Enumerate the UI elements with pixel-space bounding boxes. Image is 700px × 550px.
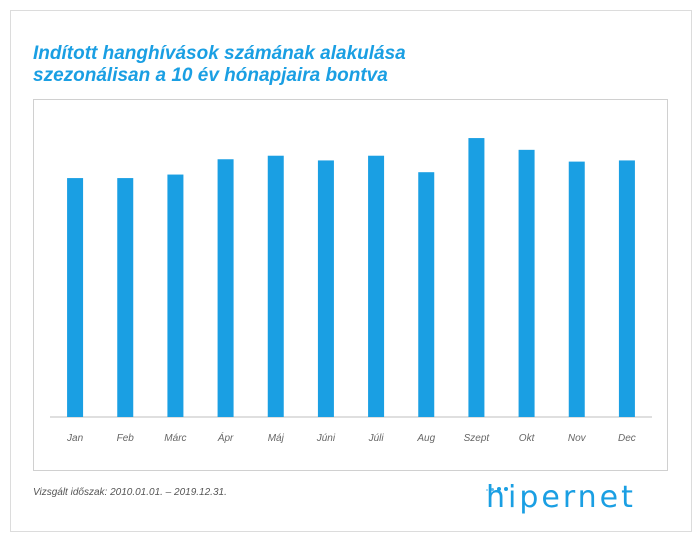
bar-8 [468,138,485,418]
x-tick-label: Júli [368,433,385,444]
x-tick-label: Dec [618,433,636,444]
bar-2 [167,174,184,417]
hipernet-logo: hipernet [486,476,666,520]
x-tick-label: Ápr [217,431,234,444]
chart-title: Indított hanghívások számának alakulása … [33,43,653,87]
bar-7 [418,172,435,417]
plot-frame [33,99,668,471]
bar-0 [67,178,84,417]
bar-10 [568,161,585,417]
bar-3 [217,159,234,417]
bar-6 [368,155,385,417]
bar-4 [267,155,284,417]
x-tick-label: Aug [416,433,435,444]
x-tick-label: Máj [268,433,285,444]
x-tick-label: Nov [568,433,587,444]
bar-1 [117,178,134,417]
period-footnote: Vizsgált időszak: 2010.01.01. – 2019.12.… [33,487,227,498]
chart-title-line-1: Indított hanghívások számának alakulása [33,43,406,64]
x-tick-label: Szept [464,433,491,444]
bar-5 [317,160,334,417]
logo-dots-icon [486,478,511,491]
x-tick-label: Márc [164,433,186,444]
x-tick-label: Júni [316,433,336,444]
logo-text: hipernet [486,480,636,515]
bar-9 [518,149,535,418]
x-tick-label: Feb [117,433,135,444]
chart-title-line-2: szezonálisan a 10 év hónapjaira bontva [33,65,388,86]
bar-11 [618,160,635,417]
x-tick-label: Okt [519,433,536,444]
x-tick-label: Jan [66,433,84,444]
